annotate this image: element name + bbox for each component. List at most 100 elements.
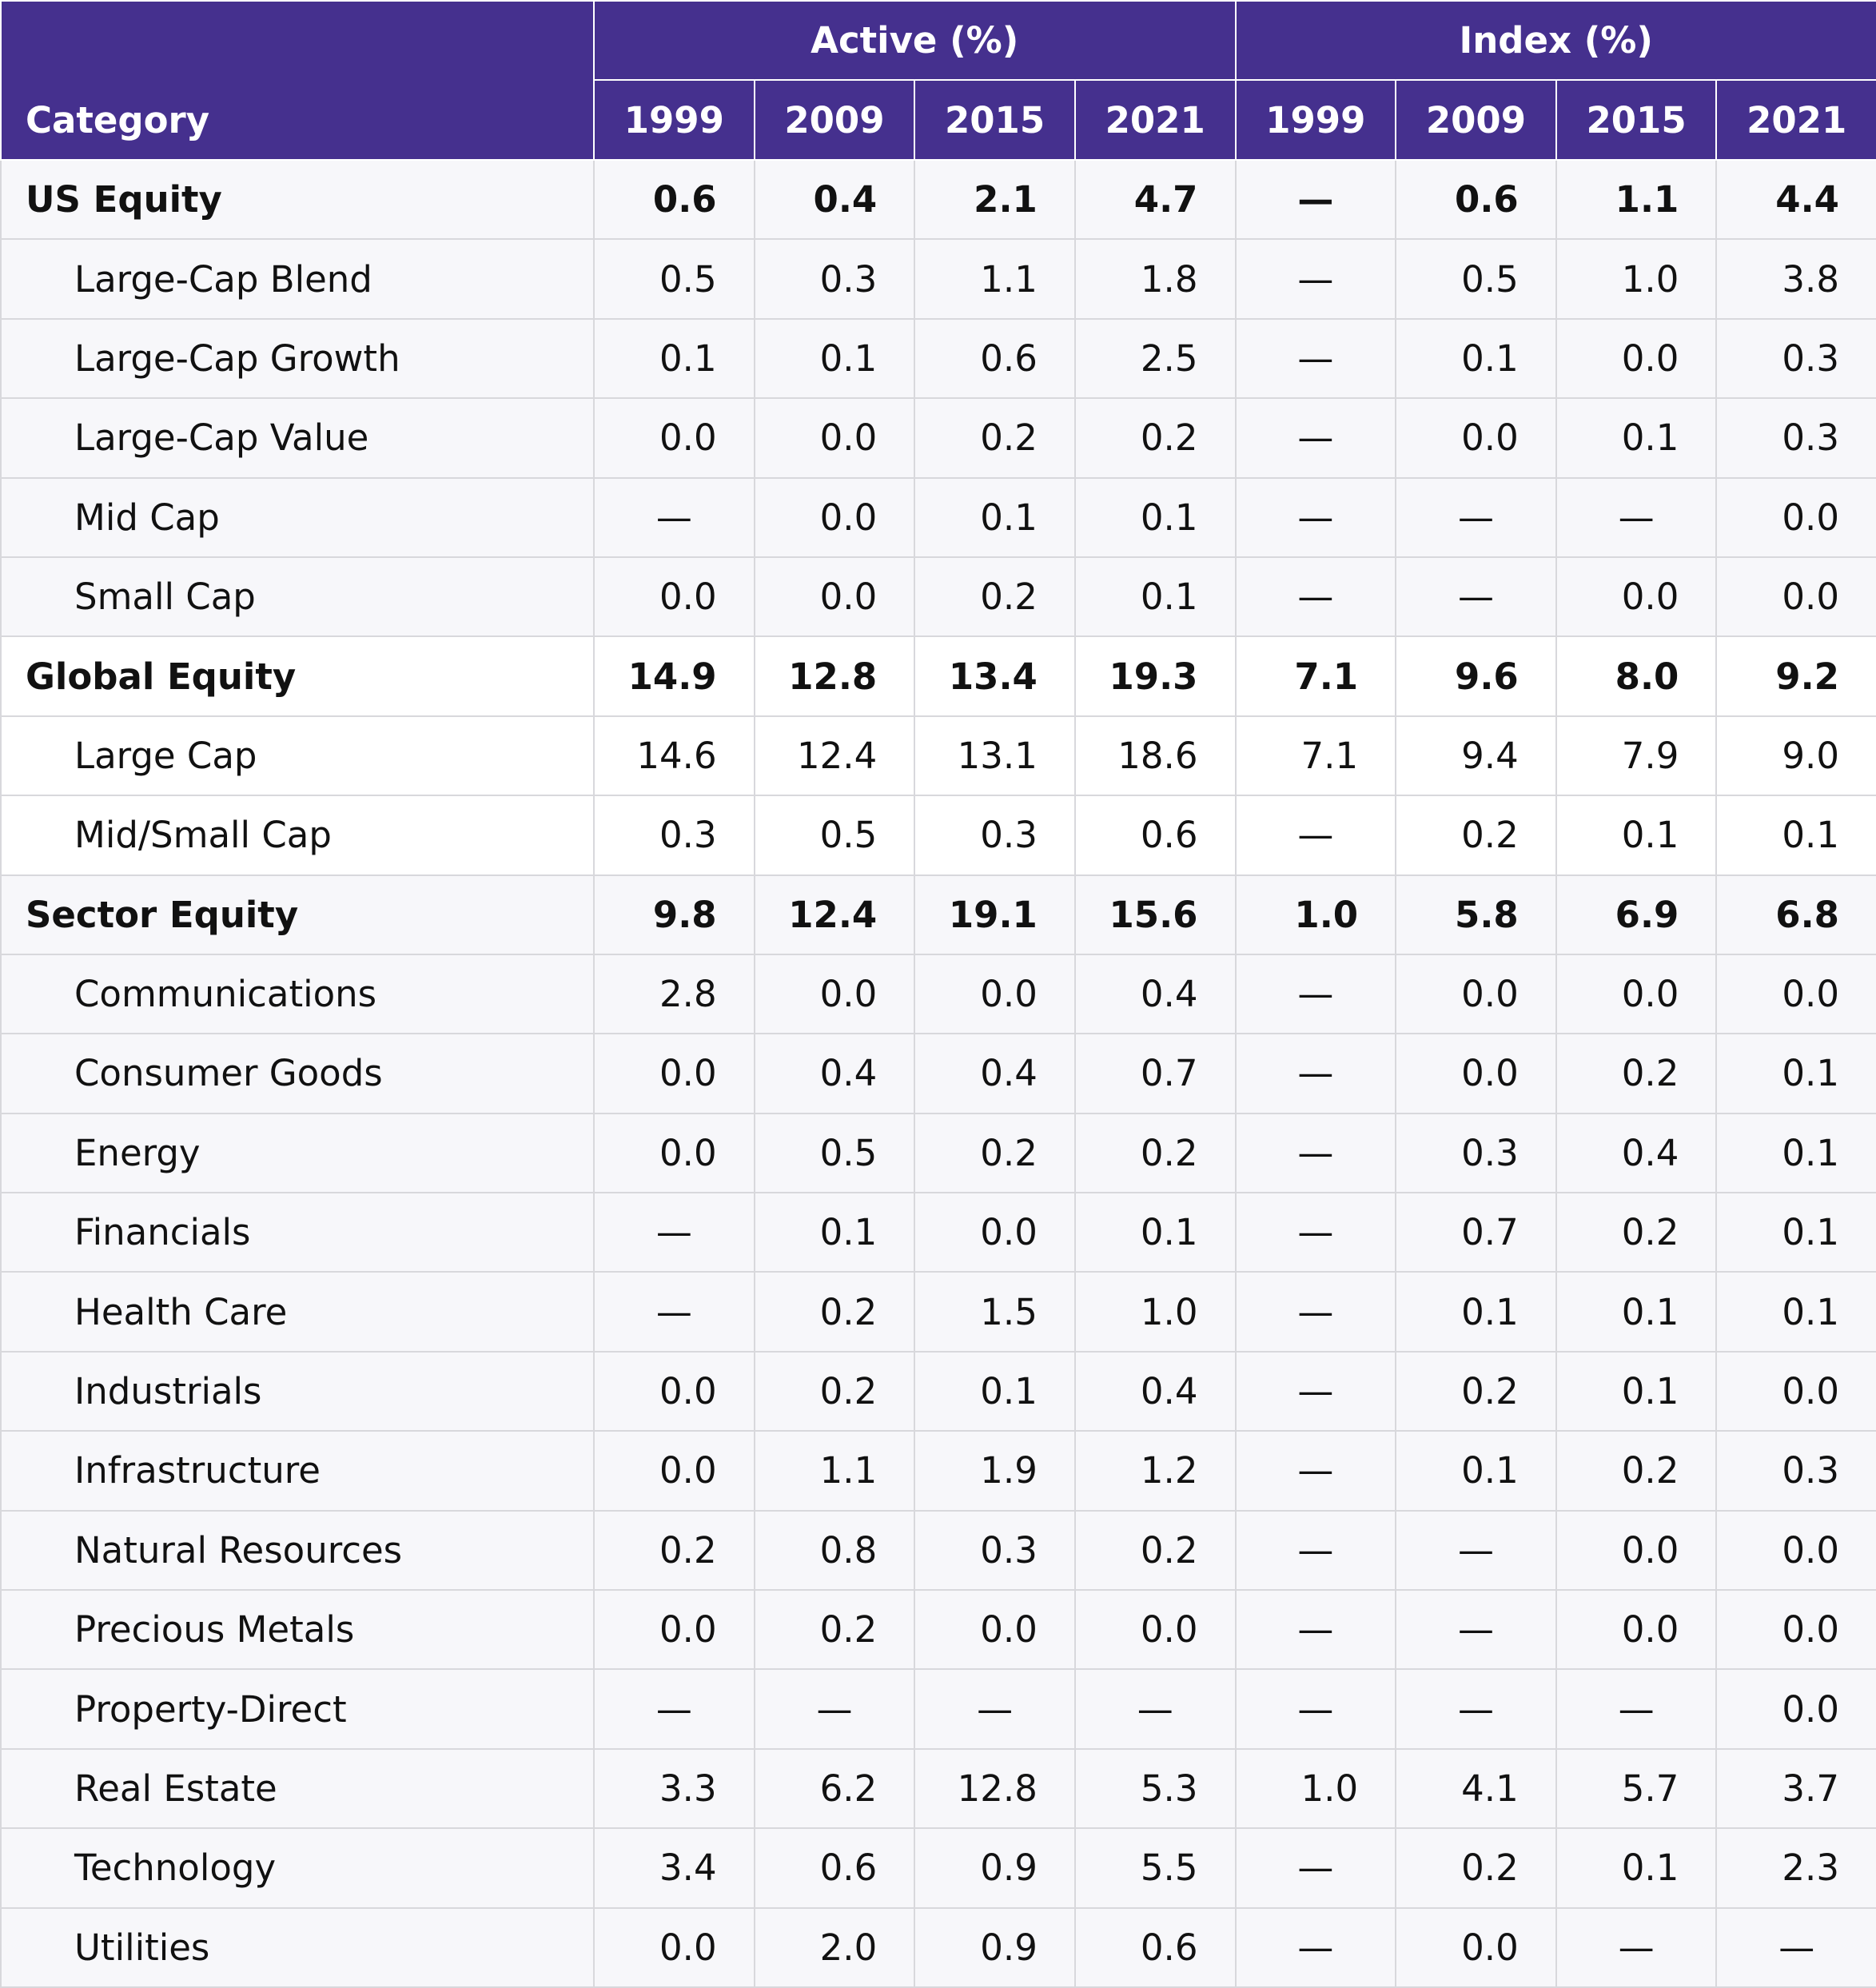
index-value-cell: 0.0: [1396, 954, 1556, 1034]
index-value-cell: —: [1236, 1828, 1396, 1907]
index-value-cell: —: [1236, 1352, 1396, 1431]
index-value-cell: —: [1236, 319, 1396, 398]
category-cell: Consumer Goods: [1, 1034, 594, 1113]
active-value-cell: 5.5: [1075, 1828, 1236, 1907]
active-value-cell: 0.6: [914, 319, 1075, 398]
category-cell: Large-Cap Value: [1, 398, 594, 477]
active-value-cell: 0.4: [755, 160, 915, 239]
active-value-cell: 0.0: [755, 398, 915, 477]
index-value-cell: 0.1: [1396, 319, 1556, 398]
active-value-cell: 0.1: [755, 1193, 915, 1272]
index-value-cell: —: [1236, 398, 1396, 477]
active-value-cell: —: [594, 1669, 755, 1748]
index-value-cell: 0.0: [1716, 1669, 1876, 1748]
index-value-cell: 1.0: [1236, 875, 1396, 954]
active-value-cell: 0.2: [914, 557, 1075, 636]
active-value-cell: 0.0: [914, 954, 1075, 1034]
index-value-cell: 0.3: [1396, 1114, 1556, 1193]
active-value-cell: 2.8: [594, 954, 755, 1034]
active-value-cell: 9.8: [594, 875, 755, 954]
active-value-cell: —: [914, 1669, 1075, 1748]
index-value-cell: 9.2: [1716, 636, 1876, 715]
index-value-cell: 0.0: [1716, 1511, 1876, 1590]
index-value-cell: —: [1396, 557, 1556, 636]
active-value-cell: 0.0: [594, 1034, 755, 1113]
active-value-cell: 0.2: [1075, 1114, 1236, 1193]
active-value-cell: 0.1: [914, 478, 1075, 557]
active-value-cell: 1.5: [914, 1272, 1075, 1351]
active-value-cell: 0.0: [755, 478, 915, 557]
index-value-cell: —: [1236, 1114, 1396, 1193]
index-value-cell: 7.9: [1556, 716, 1717, 795]
index-value-cell: 4.4: [1716, 160, 1876, 239]
active-value-cell: 0.0: [594, 557, 755, 636]
active-year-header: 2021: [1075, 80, 1236, 160]
index-value-cell: 0.0: [1716, 954, 1876, 1034]
index-value-cell: —: [1236, 1431, 1396, 1510]
active-value-cell: 0.3: [755, 239, 915, 318]
active-value-cell: 0.2: [914, 1114, 1075, 1193]
category-cell: Real Estate: [1, 1749, 594, 1828]
index-value-cell: —: [1236, 1511, 1396, 1590]
index-value-cell: 0.0: [1556, 954, 1717, 1034]
index-value-cell: 0.0: [1556, 1590, 1717, 1669]
category-cell: Industrials: [1, 1352, 594, 1431]
index-value-cell: —: [1716, 1908, 1876, 1987]
active-value-cell: 5.3: [1075, 1749, 1236, 1828]
active-value-cell: 0.0: [914, 1590, 1075, 1669]
index-value-cell: 0.1: [1556, 1272, 1717, 1351]
active-value-cell: 6.2: [755, 1749, 915, 1828]
index-value-cell: 0.2: [1556, 1193, 1717, 1272]
active-value-cell: 12.8: [914, 1749, 1075, 1828]
active-value-cell: 12.4: [755, 875, 915, 954]
index-value-cell: 0.2: [1396, 1352, 1556, 1431]
index-value-cell: 1.0: [1236, 1749, 1396, 1828]
index-value-cell: 0.1: [1716, 1193, 1876, 1272]
index-value-cell: —: [1236, 1034, 1396, 1113]
index-value-cell: 0.0: [1716, 1590, 1876, 1669]
category-cell: Mid Cap: [1, 478, 594, 557]
active-value-cell: 0.0: [594, 1352, 755, 1431]
index-group-header: Index (%): [1236, 1, 1876, 80]
index-value-cell: 0.5: [1396, 239, 1556, 318]
active-value-cell: 0.4: [914, 1034, 1075, 1113]
active-value-cell: 0.3: [914, 795, 1075, 874]
index-value-cell: —: [1236, 239, 1396, 318]
active-value-cell: 0.0: [755, 954, 915, 1034]
active-value-cell: 19.1: [914, 875, 1075, 954]
active-value-cell: 4.7: [1075, 160, 1236, 239]
index-value-cell: 0.2: [1556, 1431, 1717, 1510]
index-year-header: 1999: [1236, 80, 1396, 160]
index-value-cell: 6.8: [1716, 875, 1876, 954]
active-value-cell: 0.0: [594, 1431, 755, 1510]
active-value-cell: —: [594, 478, 755, 557]
index-value-cell: 0.3: [1716, 398, 1876, 477]
active-value-cell: 0.0: [594, 398, 755, 477]
active-value-cell: 0.1: [914, 1352, 1075, 1431]
active-value-cell: 0.0: [594, 1590, 755, 1669]
active-value-cell: —: [594, 1193, 755, 1272]
active-value-cell: 0.8: [755, 1511, 915, 1590]
index-value-cell: 1.1: [1556, 160, 1717, 239]
index-value-cell: 0.2: [1396, 1828, 1556, 1907]
index-value-cell: 9.6: [1396, 636, 1556, 715]
category-cell: US Equity: [1, 160, 594, 239]
category-cell: Communications: [1, 954, 594, 1034]
index-value-cell: 2.3: [1716, 1828, 1876, 1907]
active-value-cell: 0.0: [594, 1908, 755, 1987]
active-value-cell: 0.1: [755, 319, 915, 398]
